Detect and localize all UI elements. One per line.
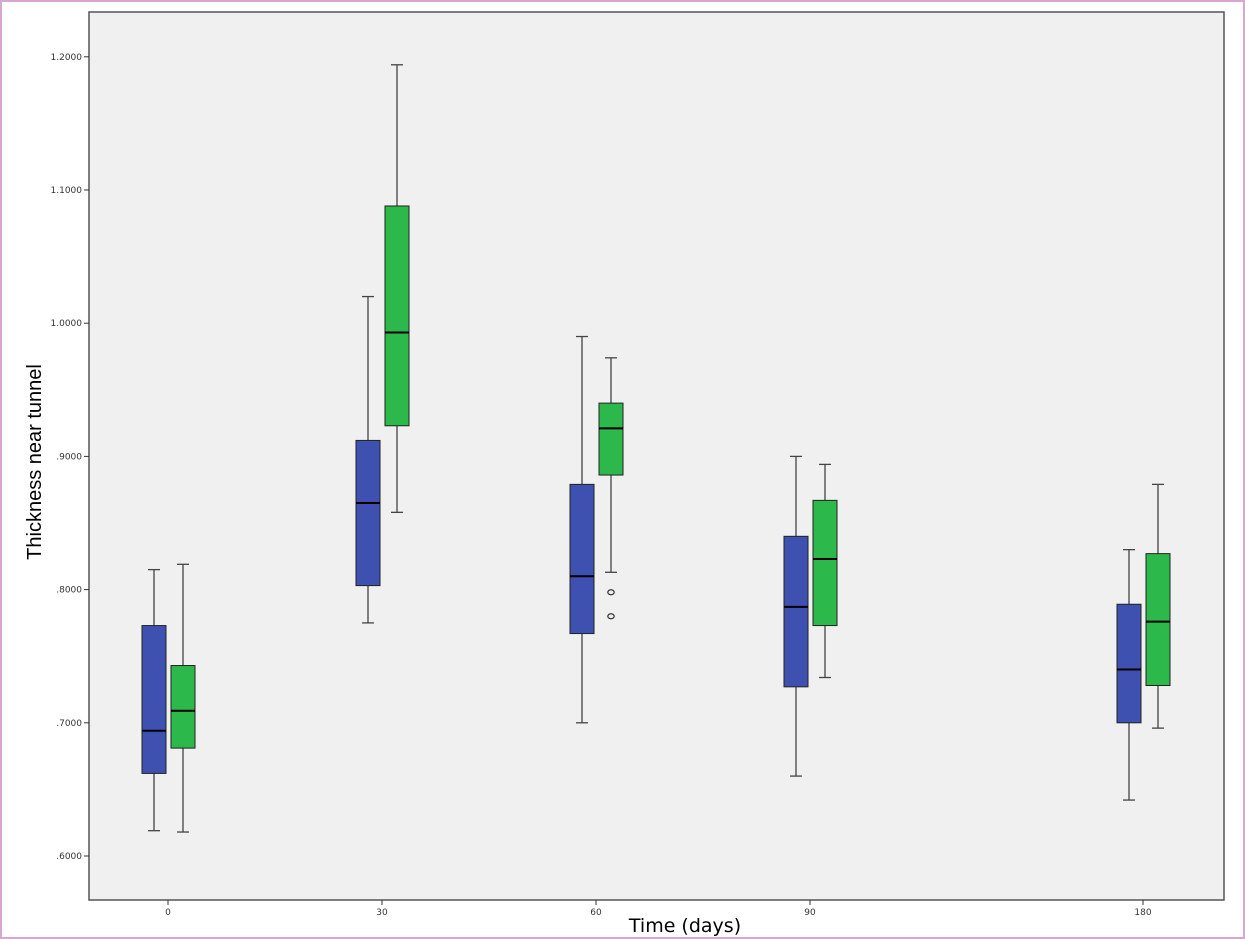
y-tick-label: 1.1000 (51, 186, 83, 196)
plot-area (88, 11, 1225, 901)
box-60-series-1 (569, 335, 595, 724)
box-0-series-2 (170, 563, 196, 833)
iqr-box (141, 625, 167, 774)
x-tick-label: 60 (590, 908, 602, 918)
boxes (141, 64, 1171, 833)
iqr-box (355, 439, 381, 587)
x-tick-label: 0 (165, 908, 171, 918)
box-90-series-1 (783, 455, 809, 777)
iqr-box (812, 499, 838, 627)
x-axis-label: Time (days) (628, 915, 741, 937)
iqr-box (1145, 553, 1171, 687)
box-30-series-1 (355, 295, 381, 624)
box-180-series-1 (1116, 548, 1142, 801)
y-tick-label: 1.2000 (51, 53, 83, 63)
iqr-box (1116, 603, 1142, 724)
iqr-box (783, 535, 809, 688)
y-axis-label: Thickness near tunnel (24, 364, 46, 560)
y-tick-label: .9000 (56, 452, 82, 462)
y-tick-label: .8000 (56, 586, 82, 596)
outlier-point (607, 589, 615, 596)
y-tick-label: .6000 (56, 852, 82, 862)
iqr-box (384, 205, 410, 427)
box-90-series-2 (812, 463, 838, 679)
x-tick-label: 180 (1134, 908, 1151, 918)
y-tick-label: 1.0000 (51, 319, 83, 329)
y-axis: .6000 .7000 .8000 .9000 1.0000 1.1000 1.2000 (51, 53, 89, 862)
box-180-series-2 (1145, 483, 1171, 729)
outlier-point (607, 613, 615, 620)
box-60-series-2 (598, 357, 624, 620)
x-tick-label: 90 (804, 908, 816, 918)
box-30-series-2 (384, 64, 410, 513)
x-axis: 0 30 60 90 180 (165, 900, 1152, 918)
iqr-box (598, 402, 624, 476)
iqr-box (569, 483, 595, 635)
box-0-series-1 (141, 568, 167, 832)
x-tick-label: 30 (376, 908, 388, 918)
y-tick-label: .7000 (56, 719, 82, 729)
iqr-box (170, 665, 196, 749)
